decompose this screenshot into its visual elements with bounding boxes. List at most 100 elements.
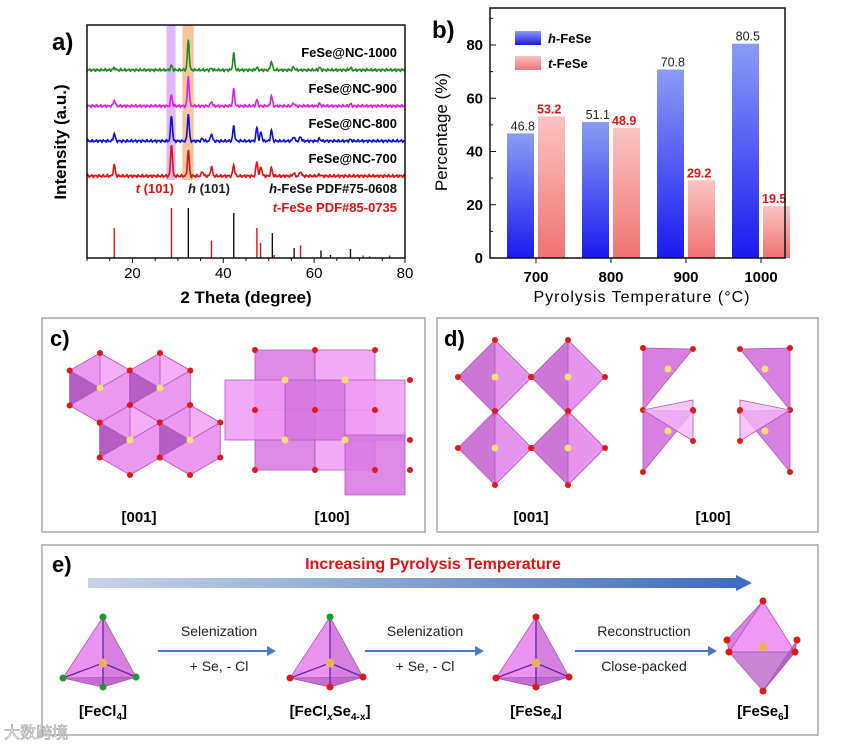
panel-c-hexagonal-structure: c) [001] [100] <box>41 317 426 533</box>
fe-atom <box>186 436 194 444</box>
bar-t-fese-900 <box>688 180 715 258</box>
se-atom <box>252 407 258 413</box>
cl-atom <box>132 673 140 681</box>
polyhedron-face <box>495 676 570 688</box>
se-atom <box>528 445 534 451</box>
x-tick-label: 800 <box>598 269 623 286</box>
bond <box>289 662 331 679</box>
step-condition-bottom: + Se, - Cl <box>190 658 249 674</box>
polyhedron-face <box>159 352 192 389</box>
se-atom <box>725 648 733 656</box>
step-condition-top: Selenization <box>181 623 257 639</box>
se-atom <box>532 683 540 691</box>
se-atom <box>407 467 413 473</box>
fe-atom <box>96 384 104 392</box>
bond <box>329 662 364 678</box>
polyhedron-face <box>289 676 364 688</box>
fe-atom <box>325 658 335 668</box>
xrd-xlabel: 2 Theta (degree) <box>180 288 311 307</box>
se-atom <box>127 402 133 408</box>
se-atom <box>723 636 731 644</box>
bar-h-fese-700 <box>507 133 534 258</box>
data-label-h-fese-900: 70.8 <box>661 55 685 69</box>
se-atom <box>690 438 696 444</box>
se-atom <box>492 674 500 682</box>
fe-atom <box>491 373 499 381</box>
x-tick-label: 900 <box>673 269 698 286</box>
step-condition-bottom: + Se, - Cl <box>396 658 455 674</box>
panel-label-d: d) <box>444 326 465 351</box>
x-tick-label: 60 <box>306 265 323 282</box>
xrd-chart: a) 20 40 60 80 2 Theta (degree) Intensity (… <box>51 24 413 307</box>
bar-xlabel: Pyrolysis Temperature (°C) <box>533 289 750 306</box>
se-atom <box>737 346 743 352</box>
highlight-band-1 <box>182 25 194 180</box>
species-fecl4: [FeCl4] <box>79 703 127 723</box>
se-atom <box>492 408 498 414</box>
se-atom <box>96 419 103 426</box>
reaction-arrowhead-1 <box>267 646 276 656</box>
se-atom <box>97 350 103 356</box>
fe-atom <box>156 384 164 392</box>
polyhedron-face <box>762 639 798 692</box>
series-label: FeSe@NC-1000 <box>301 45 397 60</box>
bar-h-fese-800 <box>582 121 609 258</box>
se-atom <box>372 467 378 473</box>
x-tick-label: 1000 <box>744 269 777 286</box>
polyhedron-face <box>62 676 137 688</box>
data-label-h-fese-700: 46.8 <box>511 119 535 133</box>
fe-atom <box>341 436 349 444</box>
se-atom <box>407 377 413 383</box>
reaction-arrowhead-2 <box>475 646 484 656</box>
se-atom <box>326 683 334 691</box>
panel-label-c: c) <box>50 326 70 351</box>
fe-atom <box>664 365 672 373</box>
se-atom <box>66 367 73 374</box>
se-atom <box>252 467 258 473</box>
se-atom <box>602 374 608 380</box>
se-atom <box>187 472 193 478</box>
polyhedron-face <box>641 399 694 442</box>
se-atom <box>492 337 498 343</box>
fe-atom <box>564 373 572 381</box>
se-atom <box>787 469 793 475</box>
se-atom <box>640 469 646 475</box>
fe-atom <box>758 642 768 652</box>
x-tick-label: 40 <box>215 265 232 282</box>
se-atom <box>127 472 133 478</box>
se-atom <box>640 345 646 351</box>
direction-label-100: [100] <box>695 509 730 526</box>
se-atom <box>312 467 318 473</box>
se-atom <box>791 648 799 656</box>
y-tick-label: 40 <box>466 144 483 161</box>
hexagonal-fese-polyhedra <box>66 347 413 496</box>
se-atom <box>737 438 743 444</box>
series-label: FeSe@NC-900 <box>308 81 397 96</box>
fe-atom <box>281 436 289 444</box>
bond <box>62 662 104 679</box>
se-atom <box>565 673 573 681</box>
reaction-arrowhead-3 <box>708 646 717 656</box>
species-feclxse4-x: [FeClxSe4-x] <box>290 703 371 723</box>
se-atom <box>217 454 224 461</box>
se-atom <box>602 445 608 451</box>
bar-t-fese-800 <box>613 127 640 259</box>
se-atom <box>96 454 103 461</box>
polyhedron-face <box>189 404 222 441</box>
se-atom <box>492 482 498 488</box>
bar-axes-frame <box>489 7 786 259</box>
fe-atom <box>761 365 769 373</box>
fe-atom <box>281 376 289 384</box>
fe-atom <box>531 658 541 668</box>
panel-e-mechanism: e) Increasing Pyrolysis Temperature Sele… <box>41 544 819 736</box>
xrd-trace-fese-nc-700 <box>86 145 406 179</box>
se-atom <box>312 407 318 413</box>
cl-atom <box>59 674 67 682</box>
se-atom <box>372 347 378 353</box>
polyhedron-face <box>129 404 162 441</box>
fe-atom <box>341 376 349 384</box>
panel-label-a: a) <box>52 29 73 56</box>
se-atom <box>407 437 413 443</box>
annotation-t101: t (101) <box>136 181 174 196</box>
y-tick-label: 80 <box>466 37 483 54</box>
